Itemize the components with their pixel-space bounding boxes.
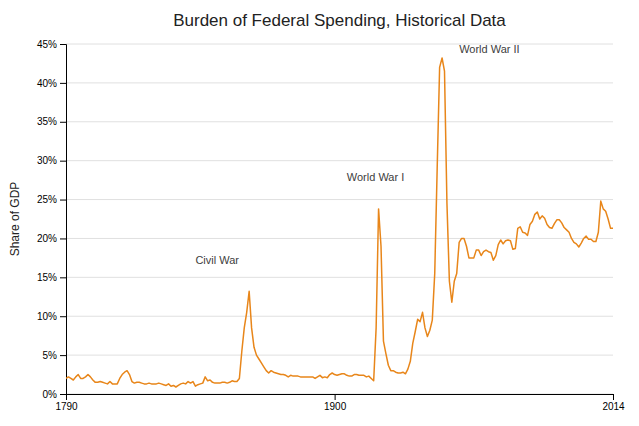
grid-line	[66, 316, 613, 317]
y-tick-label: 0%	[43, 389, 58, 400]
y-tick-mark	[60, 238, 66, 239]
y-tick-mark	[60, 355, 66, 356]
y-tick: 15%	[37, 272, 66, 283]
y-tick-label: 5%	[43, 350, 58, 361]
y-tick-mark	[60, 44, 66, 45]
x-tick-label: 1900	[324, 401, 347, 412]
y-tick: 35%	[37, 116, 66, 127]
y-tick-label: 25%	[37, 194, 57, 205]
plot-area: 1790 1900 2014 0% 5% 10% 15% 20% 25% 30% 35% 40% 45%…	[37, 39, 625, 412]
y-axis-title: Share of GDP	[8, 182, 22, 257]
y-axis-line	[60, 45, 67, 395]
y-tick: 45%	[37, 39, 66, 50]
annotation: World War II	[459, 43, 520, 55]
chart-container: 1790 1900 2014 0% 5% 10% 15% 20% 25% 30% 35% 40% 45%…	[0, 0, 639, 426]
y-tick-mark	[60, 161, 66, 162]
x-tick-mark	[613, 394, 614, 400]
y-tick-mark	[60, 200, 66, 201]
grid	[66, 44, 613, 394]
y-tick: 30%	[37, 155, 66, 166]
x-axis: 1790 1900 2014	[55, 394, 625, 412]
y-tick: 20%	[37, 233, 66, 244]
y-tick-label: 20%	[37, 233, 57, 244]
y-tick-label: 15%	[37, 272, 57, 283]
grid-line	[66, 121, 613, 122]
x-tick-mark	[335, 394, 336, 400]
y-tick-label: 30%	[37, 155, 57, 166]
y-tick: 10%	[37, 311, 66, 322]
y-tick-label: 35%	[37, 116, 57, 127]
x-tick: 1900	[324, 394, 347, 412]
chart-title: Burden of Federal Spending, Historical D…	[173, 11, 506, 30]
y-tick: 40%	[37, 78, 66, 89]
annotation: World War I	[347, 171, 404, 183]
y-tick-label: 10%	[37, 311, 57, 322]
chart-svg: 1790 1900 2014 0% 5% 10% 15% 20% 25% 30% 35% 40% 45%…	[0, 0, 639, 426]
grid-line	[66, 238, 613, 239]
y-tick: 0%	[43, 389, 66, 400]
grid-line	[66, 199, 613, 200]
grid-line	[66, 44, 613, 45]
y-tick-mark	[60, 83, 66, 84]
y-axis: 0% 5% 10% 15% 20% 25% 30% 35% 40% 45%	[37, 39, 67, 400]
y-tick-mark	[60, 277, 66, 278]
y-tick-label: 40%	[37, 78, 57, 89]
grid-line	[66, 277, 613, 278]
x-axis-line	[67, 395, 614, 401]
y-tick-mark	[60, 122, 66, 123]
x-tick: 1790	[55, 394, 78, 412]
x-tick-label: 1790	[55, 401, 78, 412]
annotation: Civil War	[195, 254, 239, 266]
marks	[66, 58, 613, 387]
y-tick-mark	[60, 316, 66, 317]
x-tick: 2014	[602, 394, 625, 412]
data-line	[66, 58, 613, 387]
y-tick: 5%	[43, 350, 66, 361]
grid-line	[66, 160, 613, 161]
y-tick-mark	[60, 394, 66, 395]
y-tick: 25%	[37, 194, 66, 205]
grid-line	[66, 82, 613, 83]
x-tick-label: 2014	[602, 401, 625, 412]
grid-line	[66, 355, 613, 356]
annotations: Civil War World War I World War II	[195, 43, 519, 267]
y-tick-label: 45%	[37, 39, 57, 50]
